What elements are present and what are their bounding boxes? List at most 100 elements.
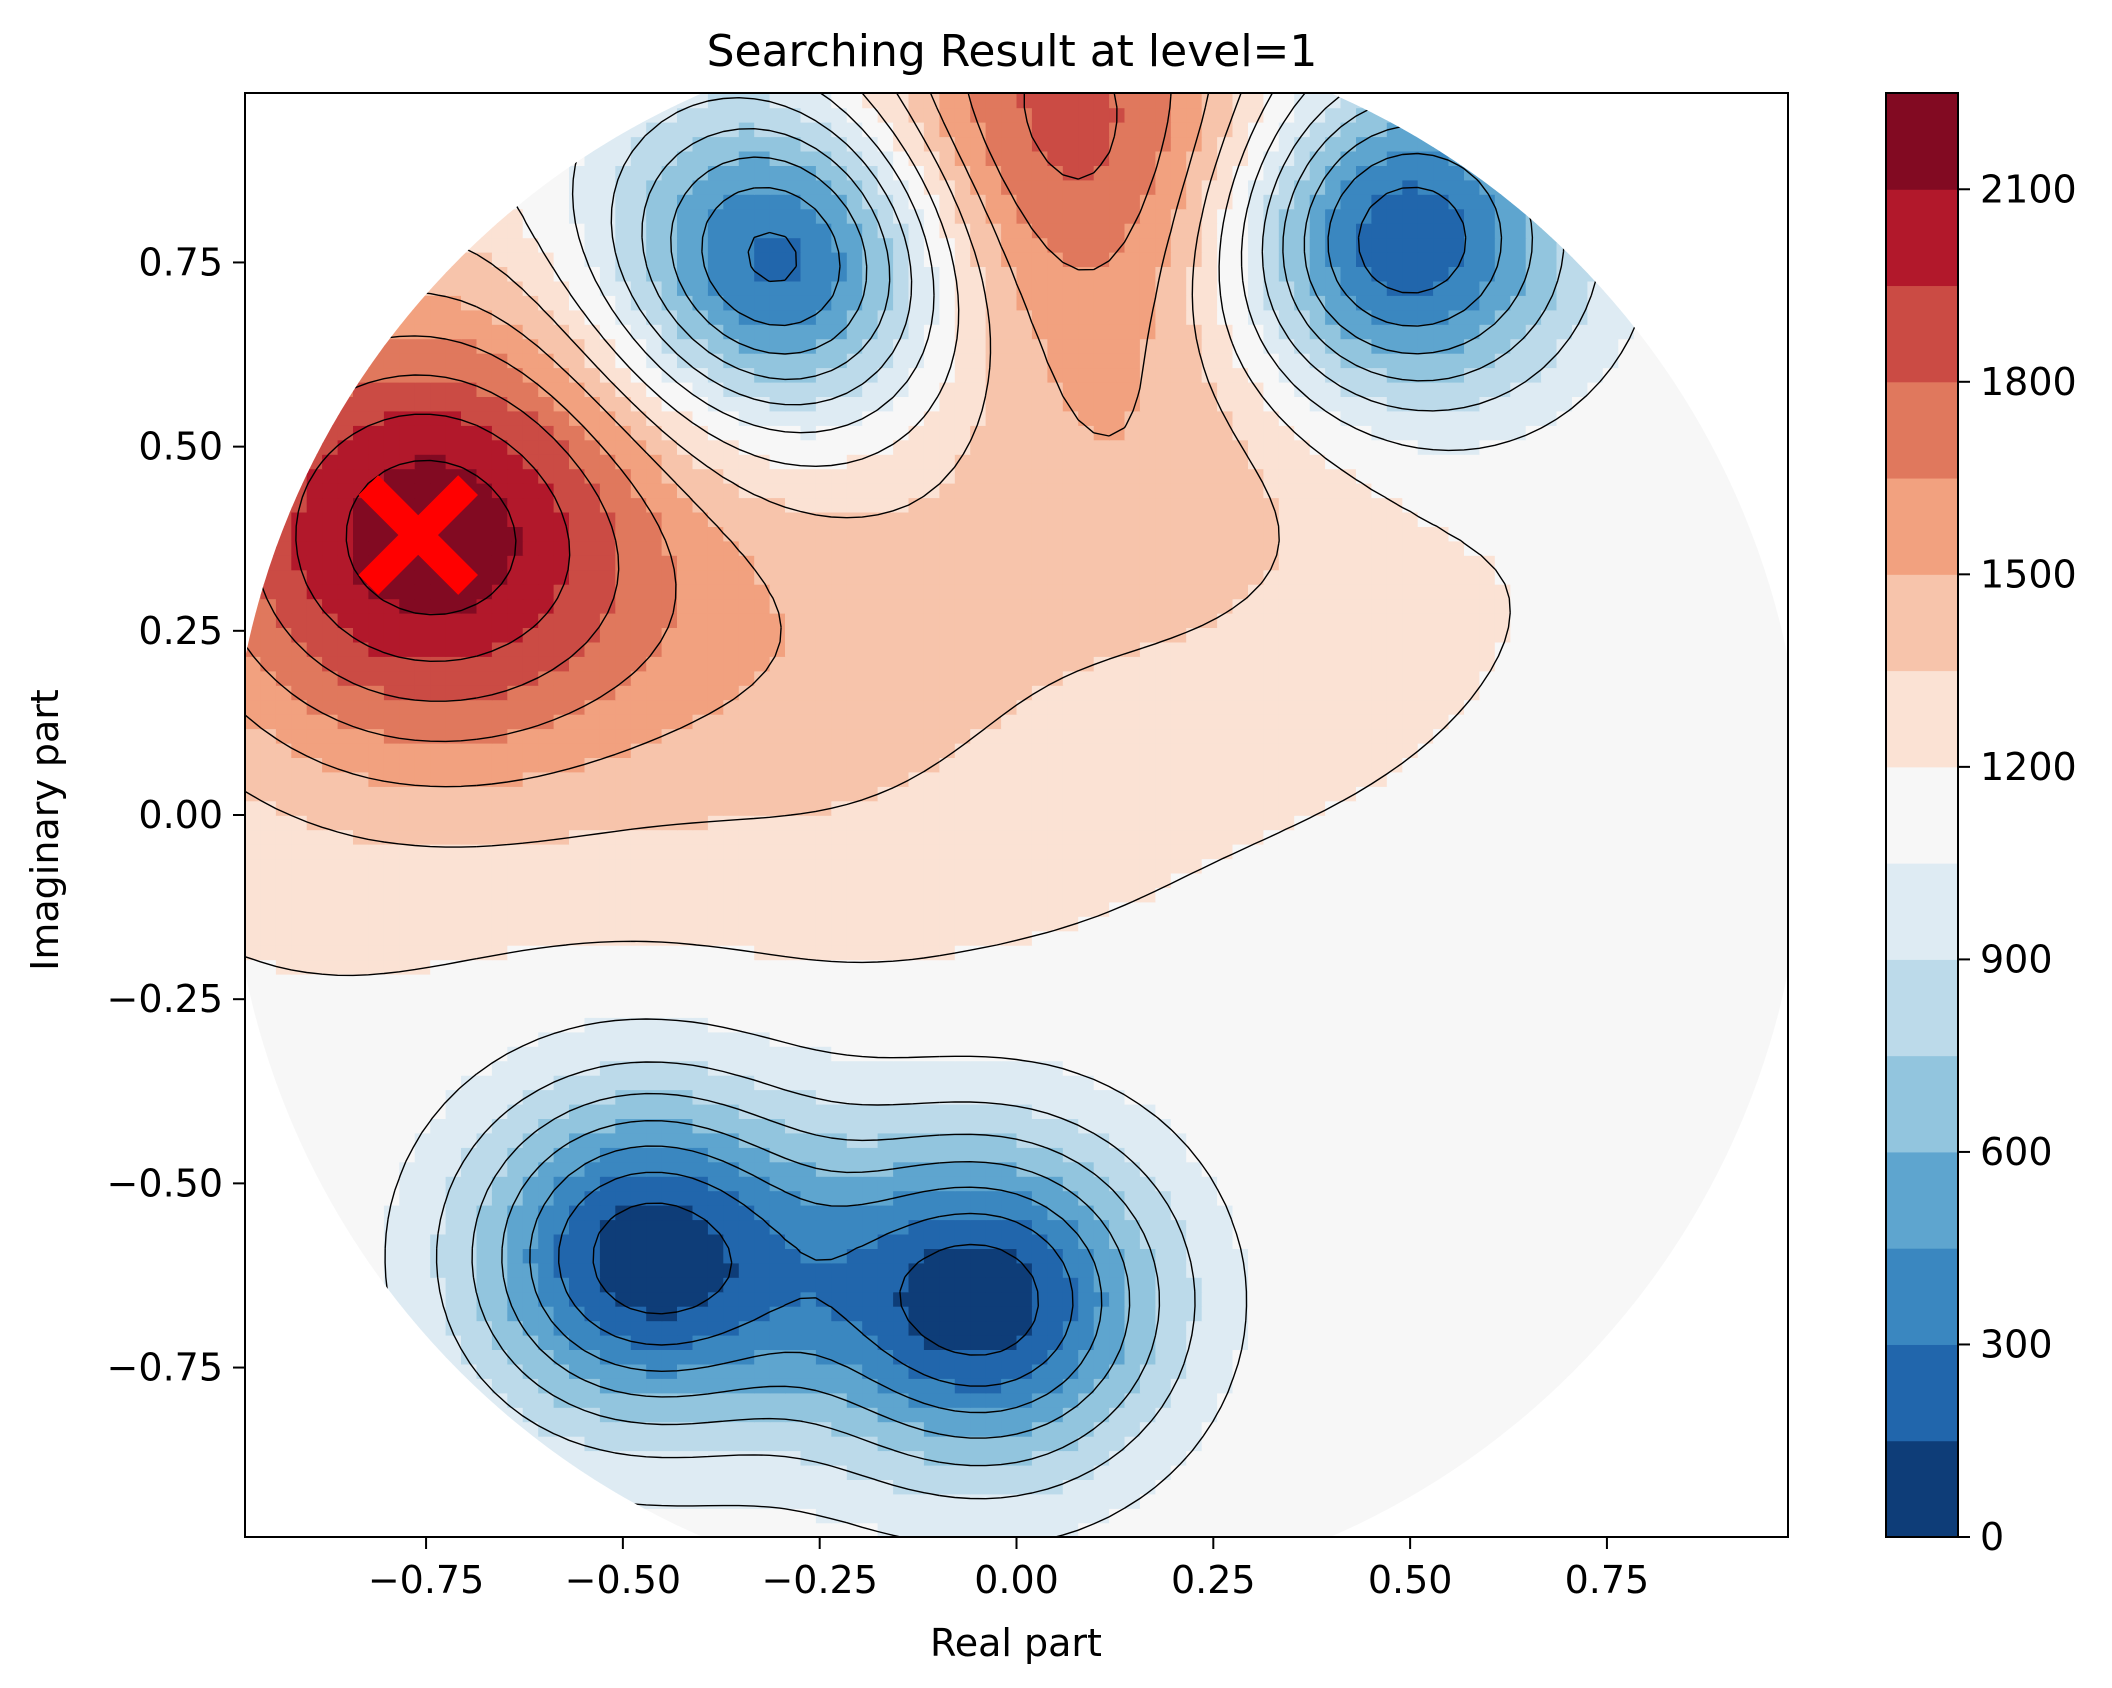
contour-cell — [754, 887, 771, 903]
contour-cell — [846, 1060, 863, 1076]
contour-cell — [1263, 1378, 1280, 1394]
contour-cell — [800, 1334, 817, 1350]
contour-cell — [1433, 1493, 1450, 1509]
contour-cell — [769, 1103, 786, 1119]
contour-cell — [1078, 1132, 1095, 1148]
contour-cell — [800, 1320, 817, 1336]
contour-cell — [522, 1031, 539, 1047]
contour-cell — [322, 945, 339, 961]
contour-cell — [337, 843, 354, 860]
contour-cell — [461, 1089, 478, 1105]
contour-cell — [1510, 1219, 1527, 1235]
contour-cell — [1448, 1407, 1465, 1423]
contour-cell — [908, 1464, 925, 1480]
contour-cell — [1093, 1046, 1110, 1062]
contour-cell — [1541, 1277, 1558, 1293]
contour-cell — [445, 1204, 462, 1221]
contour-cell — [1155, 1450, 1172, 1466]
contour-cell — [1217, 1002, 1234, 1018]
contour-cell — [1232, 1421, 1249, 1437]
contour-cell — [1016, 1118, 1033, 1134]
contour-cell — [1093, 1204, 1110, 1221]
contour-cell — [707, 1132, 725, 1148]
contour-cell — [1248, 872, 1265, 888]
contour-cell — [584, 901, 601, 917]
contour-cell — [1093, 1334, 1110, 1350]
contour-cell — [522, 1392, 539, 1408]
contour-cell — [507, 1060, 524, 1076]
contour-cell — [491, 1002, 509, 1018]
contour-cell — [1124, 829, 1141, 845]
contour-cell — [1047, 930, 1064, 946]
contour-cell — [1525, 843, 1542, 860]
contour-cell — [1541, 1392, 1558, 1408]
contour-cell — [445, 843, 462, 860]
contour-cell — [939, 1392, 956, 1408]
contour-cell — [1541, 901, 1558, 917]
contour-cell — [831, 1349, 848, 1365]
contour-cell — [430, 858, 447, 874]
contour-cell — [584, 872, 601, 888]
contour-cell — [970, 815, 987, 831]
contour-cell — [1525, 1118, 1542, 1134]
contour-cell — [260, 988, 277, 1004]
contour-cell — [1217, 815, 1234, 831]
contour-cell — [1047, 1089, 1064, 1105]
contour-cell — [1248, 1248, 1265, 1264]
contour-cell — [1695, 1320, 1712, 1336]
contour-cell — [1618, 1450, 1635, 1466]
contour-cell — [1325, 959, 1342, 975]
contour-cell — [723, 916, 740, 932]
contour-cell — [1078, 1479, 1095, 1495]
contour-cell — [1155, 1031, 1172, 1047]
contour-cell — [245, 1002, 262, 1018]
contour-cell — [353, 988, 370, 1004]
contour-cell — [538, 1464, 555, 1480]
contour-cell — [1278, 1464, 1295, 1480]
contour-cell — [491, 1031, 509, 1047]
contour-cell — [553, 872, 570, 888]
contour-cell — [677, 1017, 694, 1033]
contour-cell — [414, 815, 431, 831]
contour-cell — [1001, 959, 1018, 975]
contour-cell — [599, 1002, 617, 1018]
contour-cell — [1556, 887, 1573, 903]
contour-cell — [245, 1248, 262, 1264]
contour-cell — [491, 1421, 509, 1437]
contour-cell — [461, 1493, 478, 1509]
contour-cell — [677, 945, 694, 961]
contour-cell — [538, 973, 555, 989]
contour-cell — [815, 1392, 833, 1408]
contour-cell — [1633, 945, 1650, 961]
contour-cell — [1464, 1074, 1481, 1091]
contour-cell — [1186, 858, 1203, 874]
contour-cell — [1464, 1060, 1481, 1076]
contour-cell — [1587, 916, 1604, 932]
contour-cell — [1124, 1262, 1141, 1278]
contour-cell — [661, 1522, 678, 1538]
contour-cell — [954, 887, 971, 903]
contour-cell — [908, 1132, 925, 1148]
contour-cell — [538, 872, 555, 888]
contour-cell — [584, 1060, 601, 1076]
contour-cell — [877, 1450, 894, 1466]
contour-cell — [383, 1132, 401, 1148]
contour-cell — [399, 1334, 416, 1350]
contour-cell — [1618, 1291, 1635, 1307]
contour-cell — [646, 1277, 663, 1293]
contour-cell — [769, 945, 786, 961]
contour-cell — [1263, 973, 1280, 989]
contour-cell — [954, 901, 971, 917]
contour-cell — [800, 1464, 817, 1480]
contour-cell — [677, 1493, 694, 1509]
contour-cell — [1417, 1320, 1434, 1336]
contour-cell — [769, 1046, 786, 1062]
contour-cell — [306, 1262, 323, 1278]
contour-cell — [553, 1046, 570, 1062]
contour-cell — [1170, 1132, 1187, 1148]
contour-cell — [1248, 1450, 1265, 1466]
contour-cell — [322, 1479, 339, 1495]
contour-cell — [260, 1306, 277, 1322]
contour-cell — [1680, 916, 1697, 932]
contour-cell — [1294, 1421, 1311, 1437]
